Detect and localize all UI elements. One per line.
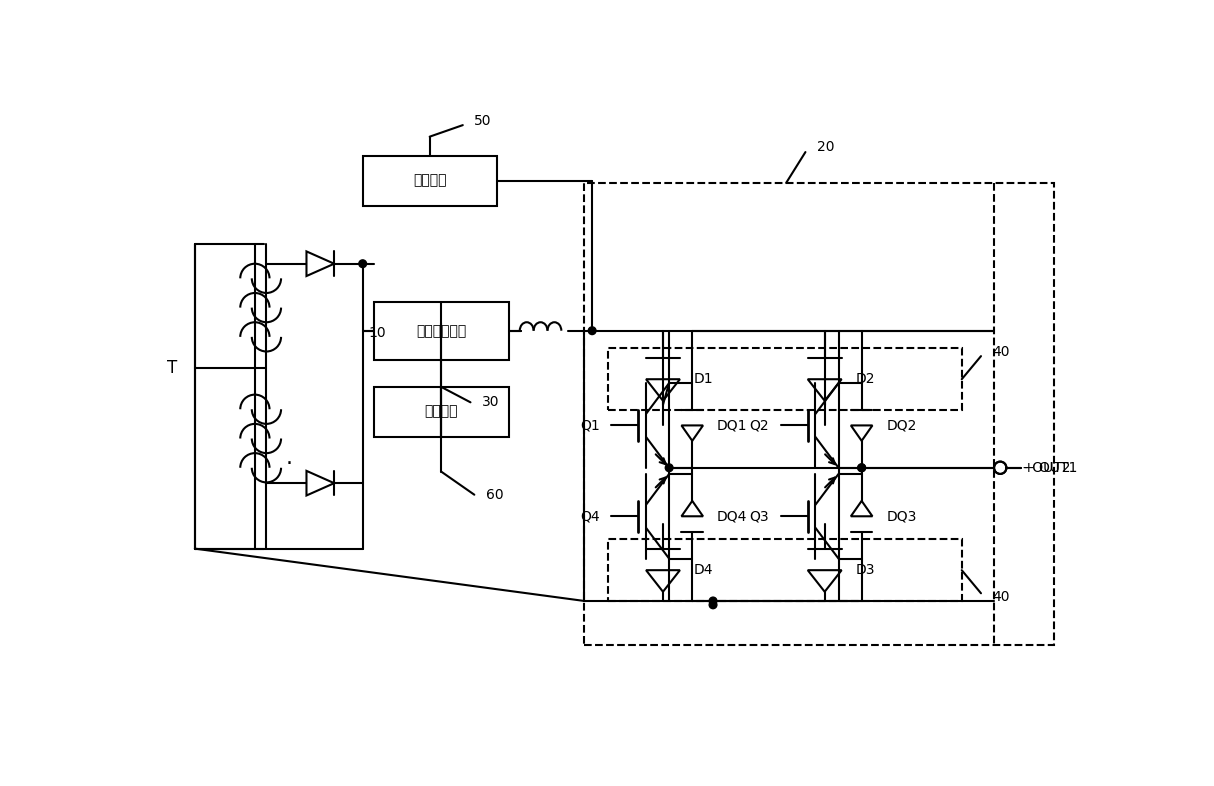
Text: - OUT2: - OUT2 [1023,461,1071,475]
Text: 30: 30 [482,395,499,410]
Text: D2: D2 [856,373,875,386]
Text: ·: · [287,454,293,474]
Text: T: T [166,358,177,376]
Circle shape [709,597,717,605]
Text: Q4: Q4 [580,509,600,523]
Text: Q2: Q2 [749,418,770,432]
Circle shape [709,601,717,608]
Text: DQ1: DQ1 [717,418,748,432]
Bar [607,348,961,410]
Circle shape [665,464,673,472]
Text: D4: D4 [693,564,714,577]
Text: 60: 60 [486,488,504,501]
Circle shape [858,464,866,472]
Text: DQ2: DQ2 [886,418,917,432]
Text: 50: 50 [475,114,492,128]
Text: D3: D3 [856,564,875,577]
Circle shape [589,327,596,335]
Text: 电流切换组件: 电流切换组件 [416,324,466,338]
Text: D1: D1 [693,373,714,386]
Text: 10: 10 [369,326,386,340]
Bar [374,303,509,360]
Bar [584,183,1054,645]
Text: 40: 40 [993,345,1010,359]
Text: 辅助电路: 辅助电路 [413,174,447,188]
Text: 检测组件: 检测组件 [425,405,458,419]
Bar [374,387,509,437]
Text: Q1: Q1 [580,418,600,432]
Text: + OUT1: + OUT1 [1023,461,1078,475]
Text: 40: 40 [993,590,1010,604]
Text: DQ4: DQ4 [717,509,748,523]
Text: DQ3: DQ3 [886,509,917,523]
Text: 20: 20 [817,140,834,154]
Circle shape [858,464,866,472]
Bar [363,156,498,206]
Text: Q3: Q3 [749,509,770,523]
Circle shape [359,260,367,267]
Bar [607,539,961,601]
